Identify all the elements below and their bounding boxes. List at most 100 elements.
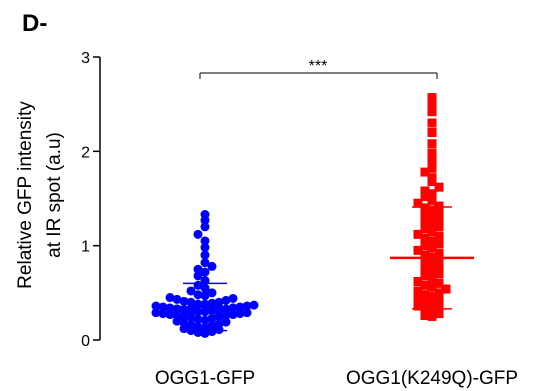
data-point [413,229,423,239]
data-point [434,214,444,224]
y-axis-label: Relative GFP intensity at IR spot (a.u) [15,101,65,289]
y-axis-label-line2: at IR spot (a.u) [44,132,65,258]
data-point [420,203,430,213]
data-point [420,258,430,268]
data-point [165,310,175,320]
data-point [427,189,437,199]
y-tick-label: 2 [81,144,90,161]
data-point [200,236,210,246]
data-point [221,295,231,305]
data-point [434,222,444,232]
data-point [413,286,423,296]
data-point [420,305,430,315]
data-point [434,239,444,249]
data-point [186,320,196,330]
data-point [420,290,430,300]
data-point [427,127,437,137]
data-point [193,307,203,317]
data-point [158,309,168,319]
data-point [434,288,444,298]
mean-sd-bars [161,206,474,332]
data-point [151,308,161,318]
data-point [172,294,182,304]
data-point [193,290,203,300]
data-point [427,311,437,321]
data-point [413,293,423,303]
x-category-label: OGG1-GFP [155,368,255,389]
panel-label: D- [22,10,48,37]
data-point [193,271,203,281]
data-point [221,310,231,320]
data-point [186,306,196,316]
data-point [441,284,451,294]
y-axis: 0 1 2 3 [81,50,101,350]
data-point [186,312,196,322]
data-point [427,163,437,173]
data-point [434,255,444,265]
data-point [214,297,224,307]
data-point [427,307,437,317]
data-point [427,118,437,128]
data-point [420,241,430,251]
data-point [186,297,196,307]
data-point [420,192,430,202]
data-point [420,271,430,281]
data-point [420,297,430,307]
significance-bracket: *** [199,58,438,79]
data-point [434,309,444,319]
data-point [434,269,444,279]
data-point [420,167,430,177]
x-category-label: OGG1(K249Q)-GFP [346,368,518,389]
data-point [434,248,444,258]
data-point [228,293,238,303]
data-point [242,308,252,318]
data-point [200,210,210,220]
data-point [207,298,217,308]
y-tick-label: 0 [81,333,90,350]
data-point [151,301,161,311]
data-point [420,250,430,260]
data-point [165,293,175,303]
data-point [179,311,189,321]
y-tick-label: 3 [81,50,90,67]
data-points [151,93,451,338]
data-point [193,264,203,274]
data-point [434,295,444,305]
data-point [434,182,444,192]
data-point [207,313,217,323]
data-point [179,296,189,306]
data-point [200,267,210,277]
data-point [228,310,238,320]
data-point [186,286,196,296]
data-point [207,261,217,271]
data-point [413,277,423,287]
data-point [420,264,430,274]
data-point [434,231,444,241]
data-point [420,217,430,227]
data-point [193,229,203,239]
data-point [434,261,444,271]
data-point [413,301,423,311]
data-point [200,250,210,260]
data-point [172,310,182,320]
data-point [214,319,224,329]
data-point [193,322,203,332]
data-point [420,310,430,320]
data-point [207,306,217,316]
data-point [420,233,430,243]
x-axis-labels: OGG1-GFP OGG1(K249Q)-GFP [155,368,518,389]
data-point [427,156,437,166]
data-point [420,280,430,290]
data-point [235,309,245,319]
data-point [434,201,444,211]
data-point [200,243,210,253]
data-point [221,317,231,327]
data-point [214,311,224,321]
data-point [249,300,259,310]
data-point [427,99,437,109]
y-tick-label: 1 [81,239,90,256]
data-point [434,278,444,288]
data-point [200,222,210,232]
data-point [434,208,444,218]
